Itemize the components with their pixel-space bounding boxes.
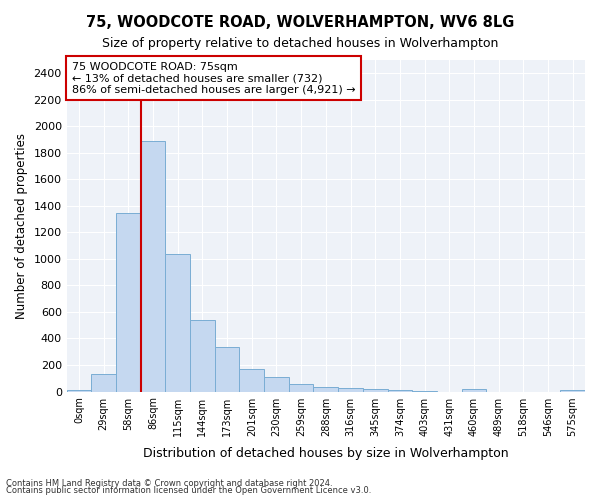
Y-axis label: Number of detached properties: Number of detached properties — [15, 133, 28, 319]
Bar — [338, 388, 363, 392]
Bar — [363, 389, 388, 392]
Bar — [461, 388, 486, 392]
Bar — [67, 390, 91, 392]
Text: Contains public sector information licensed under the Open Government Licence v3: Contains public sector information licen… — [6, 486, 371, 495]
Bar — [141, 141, 166, 392]
Bar — [116, 212, 141, 392]
Bar — [166, 254, 190, 392]
Bar — [264, 377, 289, 392]
Text: 75, WOODCOTE ROAD, WOLVERHAMPTON, WV6 8LG: 75, WOODCOTE ROAD, WOLVERHAMPTON, WV6 8L… — [86, 15, 514, 30]
Bar — [91, 374, 116, 392]
Bar — [289, 384, 313, 392]
Text: 75 WOODCOTE ROAD: 75sqm
← 13% of detached houses are smaller (732)
86% of semi-d: 75 WOODCOTE ROAD: 75sqm ← 13% of detache… — [72, 62, 355, 95]
Bar — [190, 320, 215, 392]
Bar — [215, 347, 239, 392]
Bar — [412, 391, 437, 392]
X-axis label: Distribution of detached houses by size in Wolverhampton: Distribution of detached houses by size … — [143, 447, 509, 460]
Bar — [239, 369, 264, 392]
Bar — [388, 390, 412, 392]
Text: Contains HM Land Registry data © Crown copyright and database right 2024.: Contains HM Land Registry data © Crown c… — [6, 478, 332, 488]
Bar — [313, 387, 338, 392]
Bar — [560, 390, 585, 392]
Text: Size of property relative to detached houses in Wolverhampton: Size of property relative to detached ho… — [102, 38, 498, 51]
